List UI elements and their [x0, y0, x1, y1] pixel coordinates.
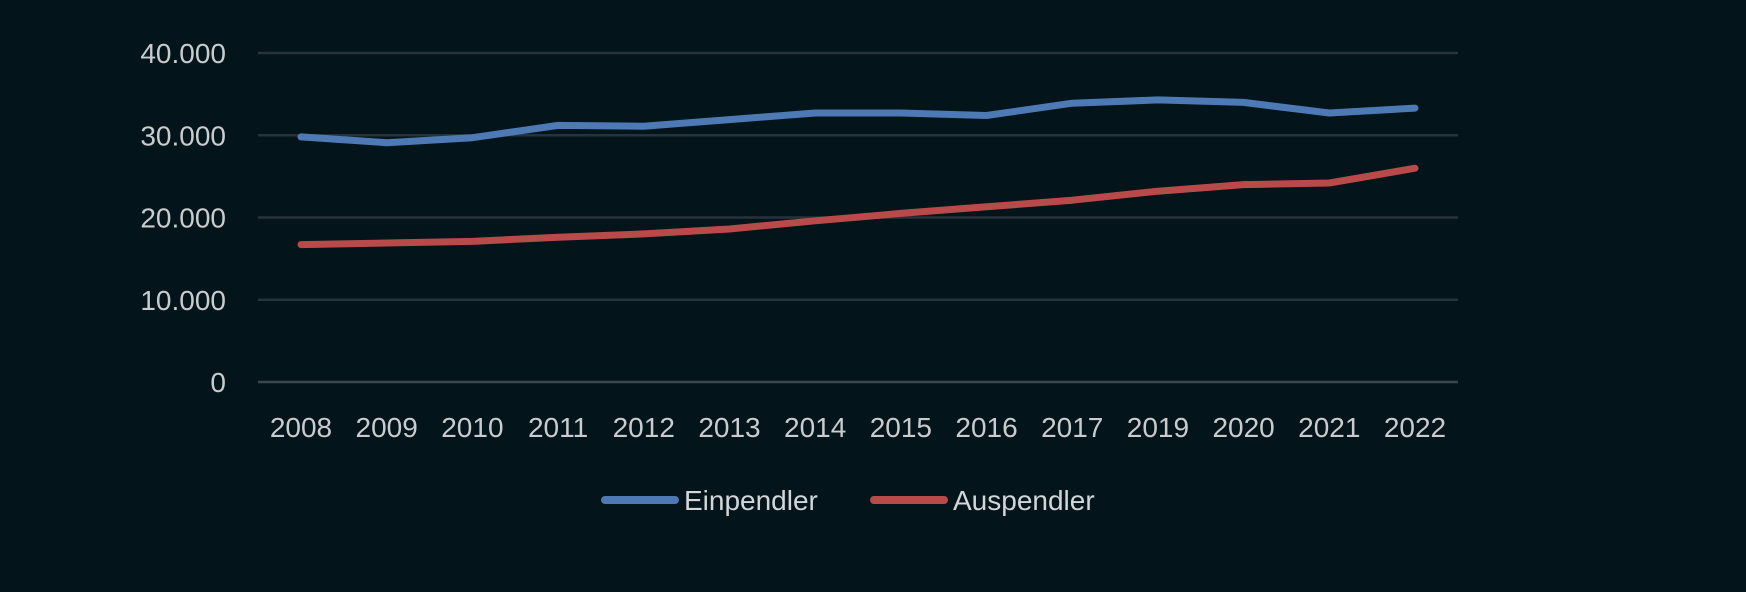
data-point — [897, 210, 904, 217]
x-tick-label: 2017 — [1041, 412, 1103, 443]
legend: Einpendler Auspendler — [601, 485, 1095, 516]
y-tick-label: 40.000 — [140, 38, 226, 69]
x-tick-label: 2014 — [784, 412, 846, 443]
data-point — [1240, 181, 1247, 188]
x-tick-label: 2016 — [955, 412, 1017, 443]
data-point — [298, 133, 305, 140]
data-point — [1069, 100, 1076, 107]
x-tick-label: 2019 — [1127, 412, 1189, 443]
y-tick-label: 30.000 — [140, 120, 226, 151]
x-tick-label: 2008 — [270, 412, 332, 443]
data-point — [555, 234, 562, 241]
y-tick-label: 0 — [210, 367, 226, 398]
legend-item: Auspendler — [870, 485, 1095, 516]
data-point — [897, 110, 904, 117]
x-tick-label: 2009 — [356, 412, 418, 443]
x-tick-label: 2015 — [870, 412, 932, 443]
x-axis-ticks: 2008 2009 2010 2011 2012 2013 2014 2015 2016 2017… — [270, 412, 1446, 443]
data-point — [983, 112, 990, 119]
data-point — [469, 238, 476, 245]
data-point — [555, 122, 562, 129]
x-tick-label: 2011 — [528, 412, 588, 443]
data-point — [1154, 188, 1161, 195]
x-tick-label: 2012 — [613, 412, 675, 443]
data-point — [1069, 197, 1076, 204]
data-point — [983, 203, 990, 210]
data-point — [1326, 110, 1333, 117]
data-point — [298, 241, 305, 248]
data-point — [1240, 99, 1247, 106]
x-tick-label: 2021 — [1298, 412, 1360, 443]
data-point — [812, 217, 819, 224]
data-point — [640, 123, 647, 130]
data-point — [726, 116, 733, 123]
series-line-auspendler — [297, 164, 1419, 249]
data-point — [383, 239, 390, 246]
data-point — [812, 110, 819, 117]
x-tick-label: 2010 — [441, 412, 503, 443]
x-tick-label: 2020 — [1212, 412, 1274, 443]
data-point — [1412, 105, 1419, 112]
legend-label: Einpendler — [684, 485, 818, 516]
y-tick-label: 10.000 — [140, 285, 226, 316]
data-point — [640, 230, 647, 237]
y-axis-ticks: 0 10.000 20.000 30.000 40.000 — [140, 38, 226, 398]
data-point — [469, 134, 476, 141]
data-point — [1326, 179, 1333, 186]
data-point — [726, 226, 733, 233]
y-tick-label: 20.000 — [140, 203, 226, 234]
x-tick-label: 2013 — [698, 412, 760, 443]
series-lines — [297, 96, 1419, 249]
data-point — [1412, 165, 1419, 172]
data-point — [383, 139, 390, 146]
legend-item: Einpendler — [601, 485, 818, 516]
x-tick-label: 2022 — [1384, 412, 1446, 443]
legend-label: Auspendler — [953, 485, 1095, 516]
series-line-einpendler — [297, 96, 1419, 147]
data-point — [1154, 96, 1161, 103]
